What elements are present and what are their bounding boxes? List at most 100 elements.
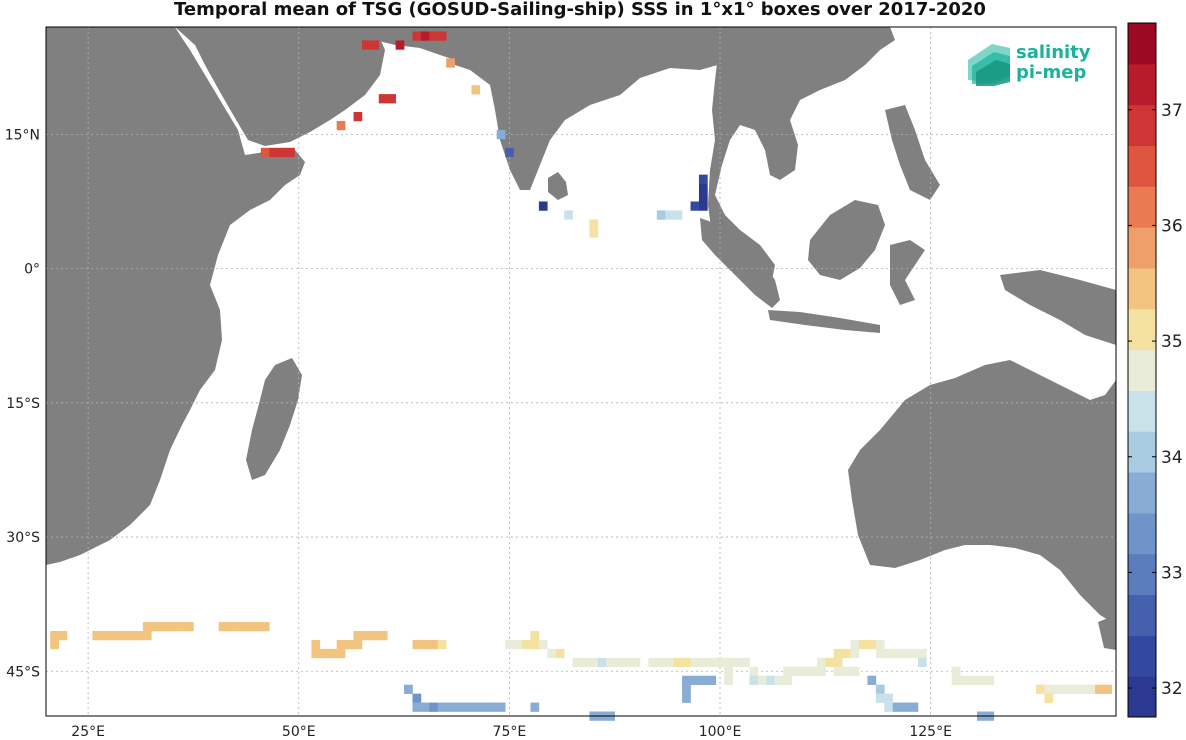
sss-cell [429, 702, 439, 712]
y-tick-label: 15°N [5, 127, 40, 143]
sss-cell [505, 639, 514, 650]
sss-cell [597, 657, 607, 668]
sss-cell [142, 630, 152, 641]
colorbar-tick-label: 36 [1161, 216, 1183, 236]
sss-cell [741, 657, 750, 668]
sss-cell [252, 622, 262, 632]
sss-cell [766, 675, 776, 685]
land-sumatra [700, 218, 780, 308]
colorbar-tick-label: 35 [1161, 332, 1183, 352]
sss-cell [185, 622, 194, 632]
sss-cell [918, 648, 927, 659]
sss-cell [816, 657, 826, 668]
sss-cell [1044, 693, 1054, 703]
sss-cell [420, 639, 430, 650]
sss-cell [698, 192, 708, 202]
logo-line2: pi-mep [1016, 62, 1086, 83]
sss-cell [724, 666, 733, 677]
sss-cell [50, 639, 59, 650]
sss-cell [690, 657, 700, 668]
sss-cell [909, 648, 919, 659]
sss-cell [572, 657, 582, 668]
sss-cell [859, 639, 868, 650]
sss-cell [159, 622, 169, 632]
sss-cell [142, 622, 152, 632]
x-tick-label: 25°E [71, 724, 105, 740]
sss-cell [614, 657, 624, 668]
colorbar-block [1128, 676, 1156, 718]
sss-cell [842, 666, 851, 677]
sss-cell [774, 675, 784, 685]
sss-cell [446, 702, 455, 712]
sss-cell [151, 622, 161, 632]
sss-cell [589, 657, 599, 668]
sss-cell [361, 40, 371, 50]
sss-cell [412, 702, 422, 712]
sss-cell [395, 40, 405, 50]
sss-cell [446, 58, 455, 68]
colorbar-block [1128, 512, 1156, 555]
sss-cell [429, 31, 439, 41]
colorbar-block [1128, 553, 1156, 596]
sss-cell [901, 702, 910, 712]
y-tick-labels: 15°N 0° 15°S 30°S 45°S [5, 127, 40, 680]
sss-cell [875, 684, 885, 694]
sss-cell [875, 639, 885, 650]
sss-cell [808, 666, 818, 677]
map-title: Temporal mean of TSG (GOSUD-Sailing-ship… [174, 0, 986, 20]
sss-cell [463, 702, 472, 712]
grid-lines [46, 27, 1116, 716]
x-tick-label: 50°E [282, 724, 316, 740]
sss-cell [269, 147, 278, 158]
sss-cell [235, 622, 245, 632]
land-sulawesi [890, 240, 925, 305]
colorbar-tick-labels: 32 33 34 35 36 37 [1128, 101, 1183, 699]
colorbar-frame [1127, 22, 1157, 718]
sss-cell [134, 630, 144, 641]
sss-cell [378, 630, 388, 641]
sss-cell [530, 702, 540, 712]
sss-cell [976, 675, 986, 685]
sss-cell [757, 675, 767, 685]
sss-cell [589, 219, 599, 229]
map-area[interactable]: 25°E 50°E 75°E 100°E 125°E 15°N 0° 15°S 30°S 45°… [5, 26, 1117, 740]
sss-cell [496, 129, 506, 140]
sss-cell [707, 657, 717, 668]
colorbar-blocks [1128, 23, 1156, 718]
sss-cell [867, 639, 877, 650]
sss-cell [345, 639, 354, 650]
sss-cells [50, 31, 1113, 721]
sss-cell [724, 657, 733, 668]
sss-cell [260, 147, 270, 158]
land-sri-lanka [548, 172, 568, 200]
sss-cell [92, 630, 102, 641]
sss-cell [606, 657, 616, 668]
sss-cell [682, 657, 691, 668]
colorbar-block [1128, 635, 1156, 677]
sss-cell [58, 630, 68, 641]
sss-cell [875, 648, 885, 659]
sss-cell [724, 675, 733, 685]
sss-cell [168, 622, 177, 632]
sss-cell [791, 666, 801, 677]
sss-cell [218, 622, 228, 632]
sss-cell [564, 210, 573, 220]
y-tick-label: 0° [24, 262, 40, 278]
sss-cell [387, 94, 396, 104]
sss-cell [1052, 684, 1062, 694]
sss-cell [884, 648, 894, 659]
sss-cell [623, 657, 632, 668]
sss-cell [656, 210, 666, 220]
colorbar-block [1128, 349, 1156, 391]
sss-cell [698, 201, 708, 211]
sss-cell [370, 40, 380, 50]
sss-cell [109, 630, 118, 641]
sss-cell [336, 648, 346, 659]
sss-cell [1061, 684, 1070, 694]
sss-cell [833, 648, 843, 659]
sss-cell [816, 666, 826, 677]
sss-cell [783, 675, 792, 685]
sss-cell [698, 174, 708, 184]
sss-cell [825, 657, 835, 668]
land-southeast-asia [708, 27, 895, 290]
